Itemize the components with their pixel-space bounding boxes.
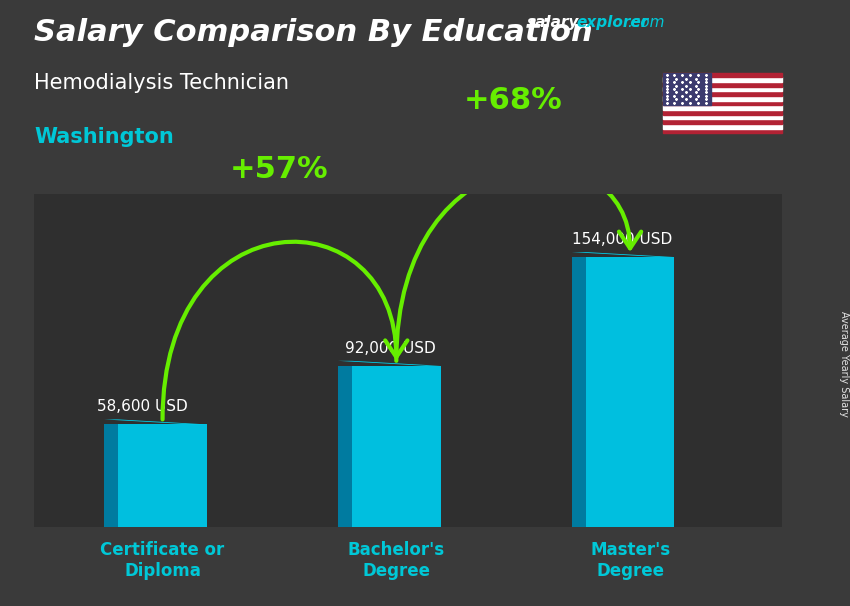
Bar [663, 73, 711, 105]
Text: .com: .com [627, 15, 665, 30]
Text: Washington: Washington [34, 127, 173, 147]
Text: 58,600 USD: 58,600 USD [97, 399, 188, 415]
Polygon shape [571, 257, 586, 527]
Text: explorer: explorer [576, 15, 649, 30]
Bar [663, 110, 782, 115]
Bar [663, 78, 782, 82]
Text: Hemodialysis Technician: Hemodialysis Technician [34, 73, 289, 93]
Bar [586, 257, 675, 527]
Bar [663, 96, 782, 101]
Text: 92,000 USD: 92,000 USD [345, 341, 436, 356]
Bar [663, 82, 782, 87]
Bar [663, 124, 782, 128]
Bar [663, 101, 782, 105]
Bar [663, 73, 782, 78]
Bar [663, 115, 782, 119]
Polygon shape [104, 424, 118, 527]
Bar [663, 128, 782, 133]
Bar [663, 92, 782, 96]
Text: 154,000 USD: 154,000 USD [571, 232, 672, 247]
Text: +68%: +68% [464, 87, 563, 115]
Polygon shape [337, 361, 440, 366]
Text: Average Yearly Salary: Average Yearly Salary [839, 311, 849, 416]
Polygon shape [337, 366, 352, 527]
Bar [663, 87, 782, 92]
Bar [352, 366, 440, 527]
FancyArrowPatch shape [396, 167, 641, 361]
Bar [118, 424, 207, 527]
Text: +57%: +57% [230, 155, 329, 184]
FancyArrowPatch shape [162, 242, 407, 419]
Text: Salary Comparison By Education: Salary Comparison By Education [34, 18, 592, 47]
Polygon shape [104, 419, 207, 424]
Bar [663, 105, 782, 110]
Text: salary: salary [527, 15, 580, 30]
Bar [663, 119, 782, 124]
Polygon shape [571, 252, 674, 257]
